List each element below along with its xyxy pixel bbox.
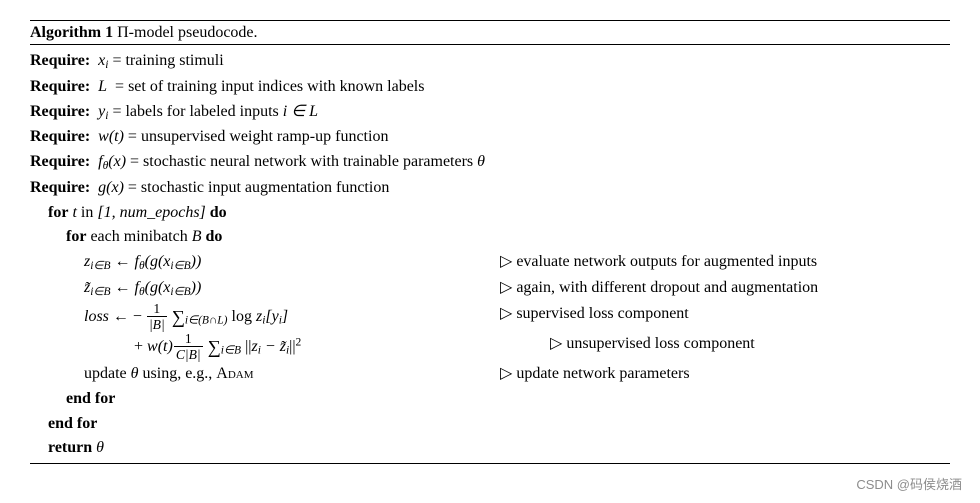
sub-iinB: i∈B [170,260,190,272]
range: [1, num_epochs] [97,204,205,221]
sym-B: B [192,228,202,245]
sym-fx: (x) [108,153,126,170]
kw-do: do [210,204,227,221]
require-line: Require: fθ(x) = stochastic neural netwo… [30,150,950,176]
req2-text: = set of training input indices with kno… [111,78,424,95]
require-kw: Require: [30,78,90,95]
arrow: ← [111,253,135,270]
sym-theta: θ [477,153,485,170]
return-line: return θ [30,436,950,461]
i-in-L: i ∈ L [283,103,318,120]
sym-theta: θ [96,439,104,456]
close-pp: )) [191,253,202,270]
comment-5: update network parameters [512,365,689,382]
comment-tri: ▷ [500,365,512,382]
sub-iBL: i∈(B∩L) [185,314,228,326]
loss-line: loss ← − 1|B| ∑i∈(B∩L) log zi[yi] ▷ supe… [30,302,950,332]
update-line: update θ using, e.g., Adam ▷ update netw… [30,362,950,387]
arrow-minus: ← − [109,307,146,324]
require-kw: Require: [30,153,90,170]
require-line: Require: w(t) = unsupervised weight ramp… [30,125,950,150]
frac-den: C|B| [174,347,203,362]
algo-title-tail: -model pseudocode. [129,24,258,41]
sym-gx: g(x) [98,179,124,196]
require-kw: Require: [30,52,90,69]
req6-text: = stochastic input augmentation function [124,179,389,196]
kw-do: do [206,228,223,245]
frac-num: 1 [147,302,167,318]
require-line: Require: yi = labels for labeled inputs … [30,100,950,126]
algo-pi: Π [117,24,129,41]
sub-iinB: i∈B [221,344,241,356]
adam: Adam [216,365,253,382]
sub-iinB: i∈B [90,260,110,272]
algorithm-box: Algorithm 1 Π-model pseudocode. Require:… [30,20,950,464]
sym-gx: (g(x [145,253,171,270]
comment-4: unsupervised loss component [562,335,754,352]
loss-line-2: + w(t)1C|B| ∑i∈B ||zi − z̃i||2 ▷ unsuper… [30,332,950,362]
require-kw: Require: [30,128,90,145]
minibatch-text: each minibatch [86,228,191,245]
watermark: CSDN @码侯烧酒 [856,474,962,493]
comment-3: supervised loss component [512,305,688,322]
algo-number: Algorithm 1 [30,24,113,41]
comment-tri: ▷ [550,335,562,352]
kw-endfor: end for [48,415,97,432]
update-tail: using, e.g., [139,365,217,382]
frac-den: |B| [147,317,167,332]
kw-for: for [48,204,68,221]
sup-2: 2 [296,336,302,348]
close-pp: )) [191,279,202,296]
comment-2: again, with different dropout and augmen… [512,279,818,296]
log: log [228,307,256,324]
require-kw: Require: [30,179,90,196]
sym-t: t [72,204,76,221]
for-line: for each minibatch B do [30,225,950,250]
update-text: update [84,365,131,382]
req5-text: = stochastic neural network with trainab… [126,153,477,170]
sym-wt: w(t) [98,128,124,145]
comment-1: evaluate network outputs for augmented i… [512,253,817,270]
kw-in: in [81,204,93,221]
assign-line: zi∈B ← fθ(g(xi∈B)) ▷ evaluate network ou… [30,250,950,276]
sym-loss: loss [84,307,109,324]
assign-line: z̃i∈B ← fθ(g(xi∈B)) ▷ again, with differ… [30,276,950,302]
sym-L: L [98,78,107,95]
sum-icon: ∑ [172,307,185,327]
minus-ztilde: − z̃ [261,338,286,355]
arrow: ← [111,279,135,296]
algorithm-body: Require: xi = training stimuli Require: … [30,45,950,463]
kw-for: for [66,228,86,245]
frac-1CB: 1C|B| [174,332,203,362]
plus: + [134,338,147,355]
require-kw: Require: [30,103,90,120]
bracket-open: [y [265,307,278,324]
sym-theta: θ [131,365,139,382]
kw-endfor: end for [66,390,115,407]
for-line: for t in [1, num_epochs] do [30,201,950,226]
sym-gx: (g(x [145,279,171,296]
req1-text: = training stimuli [108,52,223,69]
require-line: Require: L = set of training input indic… [30,75,950,100]
req3-text: = labels for labeled inputs [108,103,282,120]
sum-icon: ∑ [208,337,221,357]
frac-num: 1 [174,332,203,348]
kw-return: return [48,439,92,456]
frac-1B: 1|B| [147,302,167,332]
req4-text: = unsupervised weight ramp-up function [124,128,389,145]
endfor-line: end for [30,412,950,437]
sym-wt: w(t) [147,338,173,355]
require-line: Require: g(x) = stochastic input augment… [30,176,950,201]
comment-tri: ▷ [500,253,512,270]
require-line: Require: xi = training stimuli [30,49,950,75]
comment-tri: ▷ [500,305,512,322]
algorithm-title: Algorithm 1 Π-model pseudocode. [30,21,950,45]
endfor-line: end for [30,387,950,412]
comment-tri: ▷ [500,279,512,296]
sub-iinB: i∈B [170,286,190,298]
bracket-close: ] [282,307,288,324]
sub-iinB: i∈B [90,286,110,298]
